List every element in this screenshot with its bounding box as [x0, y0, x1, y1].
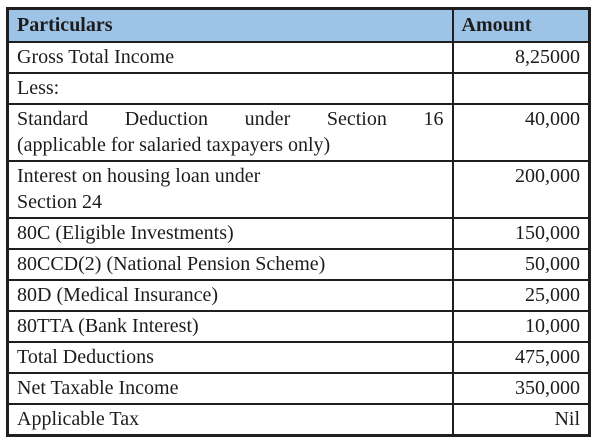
row-label: Gross Total Income [6, 41, 454, 74]
row-amount: 10,000 [451, 310, 591, 343]
row-label: Interest on housing loan under Section 2… [6, 160, 454, 219]
row-label-line1: Standard Deduction under Section 16 [17, 108, 444, 130]
header-amount: Amount [451, 7, 591, 43]
row-label: 80C (Eligible Investments) [6, 217, 454, 250]
table-row: 80TTA (Bank Interest) 10,000 [6, 310, 591, 343]
row-label-line2: Section 24 [17, 191, 102, 213]
table-row: Less: [6, 72, 591, 105]
row-amount: 8,25000 [451, 41, 591, 74]
row-amount: 475,000 [451, 341, 591, 374]
table-row: Net Taxable Income 350,000 [6, 372, 591, 405]
table-row: Gross Total Income 8,25000 [6, 41, 591, 74]
row-amount: 40,000 [451, 103, 591, 162]
row-amount: Nil [451, 403, 591, 437]
row-label-line1: Interest on housing loan under [17, 165, 261, 187]
row-label: Standard Deduction under Section 16 (app… [6, 103, 454, 162]
table-row: Interest on housing loan under Section 2… [6, 160, 591, 219]
row-amount: 25,000 [451, 279, 591, 312]
table-row: Standard Deduction under Section 16 (app… [6, 103, 591, 162]
table-row: 80C (Eligible Investments) 150,000 [6, 217, 591, 250]
header-row: Particulars Amount [6, 7, 591, 43]
table-row: 80CCD(2) (National Pension Scheme) 50,00… [6, 248, 591, 281]
row-label: Total Deductions [6, 341, 454, 374]
row-amount [451, 72, 591, 105]
row-label: Net Taxable Income [6, 372, 454, 405]
row-label: 80TTA (Bank Interest) [6, 310, 454, 343]
table-row: Total Deductions 475,000 [6, 341, 591, 374]
row-label: Applicable Tax [6, 403, 454, 437]
row-amount: 200,000 [451, 160, 591, 219]
row-amount: 350,000 [451, 372, 591, 405]
row-amount: 50,000 [451, 248, 591, 281]
table-row: 80D (Medical Insurance) 25,000 [6, 279, 591, 312]
row-label: 80CCD(2) (National Pension Scheme) [6, 248, 454, 281]
row-label: 80D (Medical Insurance) [6, 279, 454, 312]
table-row: Applicable Tax Nil [6, 403, 591, 437]
row-label-line2: (applicable for salaried taxpayers only) [17, 134, 331, 156]
row-amount: 150,000 [451, 217, 591, 250]
header-particulars: Particulars [6, 7, 454, 43]
tax-computation-table: Particulars Amount Gross Total Income 8,… [6, 7, 591, 437]
row-label: Less: [6, 72, 454, 105]
